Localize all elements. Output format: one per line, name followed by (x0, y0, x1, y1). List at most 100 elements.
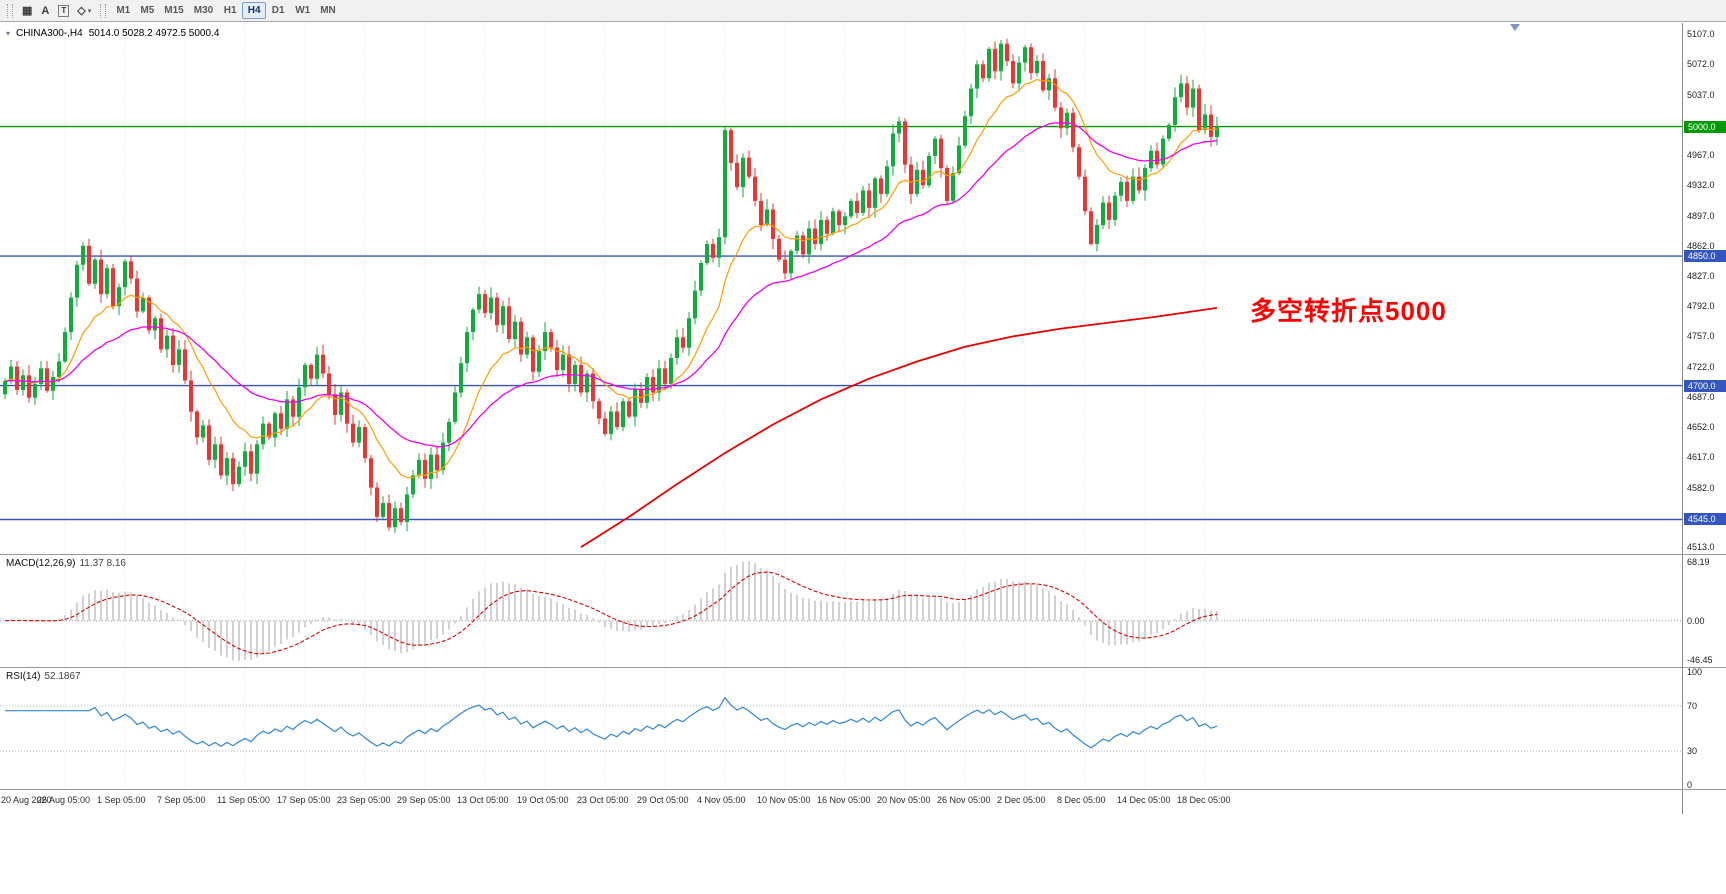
rsi-label: RSI(14) 52.1867 (6, 671, 81, 682)
pane-separator[interactable] (0, 789, 1726, 790)
price-tick-label: 5107.0 (1687, 29, 1715, 40)
timeframe-m15-button[interactable]: M15 (159, 2, 188, 19)
ma-fast-line (4, 78, 1218, 479)
rsi-value: 52.1867 (44, 671, 81, 682)
pane-separator[interactable] (0, 667, 1726, 668)
toolbar-gripper[interactable] (100, 3, 107, 18)
time-axis[interactable]: 20 Aug 2020 26 Aug 05:00 1 Sep 05:00 7 Sep … (0, 790, 1682, 814)
macd-name: MACD(12,26,9) (6, 558, 76, 569)
time-axis-label: 20 Aug 2020 (1, 795, 52, 805)
macd-axis-label: 68.19 (1687, 557, 1710, 567)
time-axis-label: 4 Nov 05:00 (697, 795, 746, 805)
rsi-pane[interactable]: RSI(14) 52.1867 (0, 668, 1682, 789)
time-axis-label: 26 Nov 05:00 (937, 795, 991, 805)
rsi-axis-label: 30 (1687, 746, 1698, 757)
candles (3, 38, 1219, 533)
rsi-axis-label: 0 (1687, 780, 1693, 790)
price-tick-label: 5037.0 (1687, 89, 1715, 100)
text-icon: A (41, 4, 50, 17)
price-tick-label: 4722.0 (1687, 361, 1715, 372)
rsi-axis-label: 70 (1687, 700, 1698, 711)
rsi-canvas (0, 668, 1682, 789)
time-axis-label: 7 Sep 05:00 (157, 795, 206, 805)
ma-long-line (580, 307, 1218, 548)
drawing-tools-group: ▦ A T ◇ ▾ (18, 2, 95, 20)
time-axis-label: 2 Dec 05:00 (997, 795, 1046, 805)
macd-values: 11.37 8.16 (79, 558, 126, 569)
time-axis-label: 23 Sep 05:00 (337, 795, 391, 805)
timeframe-m1-button[interactable]: M1 (111, 2, 135, 19)
shapes-icon: ◇ (77, 4, 86, 17)
toolbar: ▦ A T ◇ ▾ M1 M5 M15 M30 H1 H4 D1 W1 MN (0, 0, 1726, 22)
main-chart-canvas (0, 23, 1682, 554)
rsi-name: RSI(14) (6, 671, 41, 682)
time-axis-label: 10 Nov 05:00 (757, 795, 811, 805)
timeframe-h1-button[interactable]: H1 (218, 2, 242, 19)
timeframe-m30-button[interactable]: M30 (189, 2, 218, 19)
price-badge: 5000.0 (1684, 120, 1726, 133)
timeframe-m5-button[interactable]: M5 (135, 2, 159, 19)
chart-ohlc-values: 5014.0 5028.2 4972.5 5000.4 (88, 28, 220, 39)
price-tick-label: 4827.0 (1687, 270, 1715, 281)
timeframe-d1-button[interactable]: D1 (266, 2, 290, 19)
annotation-text[interactable]: 多空转折点5000 (1250, 296, 1447, 326)
main-chart-pane[interactable]: ▾ CHINA300-,H4 5014.0 5028.2 4972.5 5000… (0, 23, 1682, 554)
price-badge: 4850.0 (1684, 250, 1726, 263)
price-tick-label: 4582.0 (1687, 482, 1715, 493)
time-axis-label: 29 Sep 05:00 (397, 795, 451, 805)
macd-signal-line (4, 571, 1218, 655)
chart-title: ▾ CHINA300-,H4 5014.0 5028.2 4972.5 5000… (6, 28, 219, 39)
timeframe-w1-button[interactable]: W1 (290, 2, 315, 19)
timeframe-group: M1 M5 M15 M30 H1 H4 D1 W1 MN (111, 2, 340, 19)
macd-axis-label: 0.00 (1687, 615, 1705, 626)
time-axis-label: 1 Sep 05:00 (97, 795, 146, 805)
time-axis-label: 26 Aug 05:00 (37, 795, 91, 805)
ma-slow-line (4, 122, 1218, 448)
time-axis-label: 20 Nov 05:00 (877, 795, 931, 805)
grid-lines (64, 668, 1206, 789)
price-axis[interactable]: 5107.0 5072.0 5037.0 4967.0 4932.0 4897.0 4862… (1682, 23, 1726, 814)
rsi-line (5, 696, 1218, 749)
price-tick-label: 4792.0 (1687, 301, 1715, 312)
one-click-trading-icon[interactable]: ▾ (6, 28, 11, 38)
text-tool-button[interactable]: A (36, 2, 54, 20)
timeframe-mn-button[interactable]: MN (315, 2, 341, 19)
grid-lines (64, 555, 1206, 667)
shapes-tool-button[interactable]: ◇ ▾ (73, 2, 95, 20)
time-axis-label: 14 Dec 05:00 (1117, 795, 1171, 805)
price-tick-label: 4932.0 (1687, 180, 1715, 191)
price-tick-label: 4513.0 (1687, 542, 1715, 553)
timeframe-h4-button[interactable]: H4 (242, 2, 267, 19)
chevron-down-icon: ▾ (87, 7, 92, 15)
time-axis-label: 29 Oct 05:00 (637, 795, 689, 805)
macd-label: MACD(12,26,9) 11.37 8.16 (6, 558, 126, 569)
price-tick-label: 4862.0 (1687, 240, 1715, 251)
macd-histogram (10, 561, 1218, 661)
macd-pane[interactable]: MACD(12,26,9) 11.37 8.16 (0, 555, 1682, 667)
text-label-icon: T (58, 4, 70, 17)
price-badge: 4545.0 (1684, 513, 1726, 526)
time-axis-label: 17 Sep 05:00 (277, 795, 331, 805)
grid-icon: ▦ (22, 4, 33, 17)
grid-lines (64, 23, 1206, 554)
macd-axis-label: -46.45 (1687, 655, 1713, 665)
toolbar-gripper[interactable] (7, 3, 13, 18)
text-label-tool-button[interactable]: T (54, 2, 73, 20)
pane-separator[interactable] (0, 554, 1726, 555)
time-axis-label: 19 Oct 05:00 (517, 795, 569, 805)
rsi-axis-label: 100 (1687, 667, 1703, 677)
chart-shift-marker[interactable] (1510, 24, 1520, 31)
price-tick-label: 4652.0 (1687, 422, 1715, 433)
price-tick-label: 4757.0 (1687, 331, 1715, 342)
time-axis-label: 16 Nov 05:00 (817, 795, 871, 805)
time-axis-label: 23 Oct 05:00 (577, 795, 629, 805)
time-axis-label: 8 Dec 05:00 (1057, 795, 1106, 805)
price-tick-label: 5072.0 (1687, 59, 1715, 70)
time-axis-label: 11 Sep 05:00 (217, 795, 270, 805)
chart-symbol-timeframe: CHINA300-,H4 (16, 28, 83, 39)
price-tick-label: 4617.0 (1687, 452, 1715, 463)
price-badge: 4700.0 (1684, 379, 1726, 392)
grid-tool-button[interactable]: ▦ (18, 2, 36, 20)
price-tick-label: 4687.0 (1687, 391, 1715, 402)
